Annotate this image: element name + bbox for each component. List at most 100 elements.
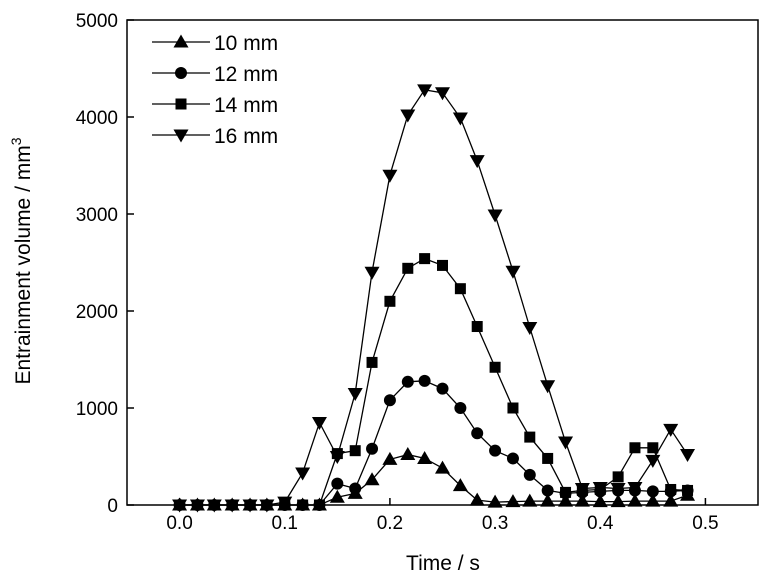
data-point-s2 — [383, 394, 396, 407]
y-tick-label: 5000 — [76, 11, 118, 32]
data-point-s2 — [541, 484, 554, 497]
data-point-s4 — [311, 417, 327, 431]
data-point-s4 — [469, 155, 485, 169]
data-point-s1 — [469, 492, 485, 506]
data-point-s3 — [402, 262, 414, 274]
data-point-s3 — [297, 499, 309, 511]
legend-marker — [173, 129, 189, 143]
series-line-4 — [179, 89, 689, 506]
data-point-s2 — [454, 402, 467, 414]
data-point-s3 — [313, 499, 325, 511]
plot-frame — [126, 19, 759, 506]
data-point-s4 — [610, 483, 626, 497]
data-point-s4 — [224, 499, 240, 513]
x-tick-label: 0.5 — [692, 513, 718, 534]
x-tick-label: 0.0 — [166, 513, 192, 534]
data-point-s3 — [682, 484, 694, 496]
data-point-s4 — [364, 266, 380, 280]
x-tick-label: 0.1 — [272, 513, 298, 534]
data-point-s4 — [505, 265, 521, 279]
data-point-s4 — [487, 209, 503, 223]
data-point-s2 — [471, 427, 484, 440]
y-tick-label: 4000 — [76, 108, 118, 129]
data-point-s3 — [384, 295, 396, 307]
data-point-s4 — [295, 467, 311, 481]
data-point-s4 — [172, 499, 188, 513]
y-tick-label: 0 — [107, 496, 118, 517]
data-point-s1 — [329, 489, 345, 503]
data-point-s3 — [665, 483, 677, 495]
data-point-s3 — [489, 361, 501, 373]
data-point-s1 — [522, 493, 538, 507]
data-point-s4 — [242, 499, 258, 513]
data-point-s1 — [435, 460, 450, 474]
y-axis-title-main: Entrainment volume / mm — [12, 145, 35, 384]
data-point-s2 — [418, 374, 431, 387]
data-point-s2 — [523, 468, 536, 481]
data-point-s3 — [507, 402, 519, 414]
axes — [126, 19, 759, 506]
data-point-s4 — [382, 169, 398, 183]
data-point-s4 — [627, 482, 643, 496]
data-point-s2 — [506, 452, 519, 465]
series-markers — [172, 84, 696, 513]
data-point-s3 — [437, 259, 448, 271]
x-tick-label: 0.3 — [482, 513, 508, 534]
data-point-s1 — [558, 493, 574, 507]
data-point-s1 — [663, 493, 679, 507]
y-tick-label: 3000 — [76, 205, 118, 226]
data-point-s4 — [347, 387, 363, 401]
x-tick-label: 0.2 — [377, 513, 403, 534]
x-tick-label: 0.4 — [587, 513, 614, 534]
data-point-s4 — [592, 482, 608, 496]
data-point-s3 — [524, 431, 536, 443]
data-point-s3 — [454, 283, 466, 295]
data-point-s3 — [471, 321, 483, 333]
data-point-s4 — [329, 451, 345, 464]
legend-label: 16 mm — [214, 125, 278, 148]
x-axis-title: Time / s — [406, 552, 480, 575]
y-axis-title: Entrainment volume / mm3 — [8, 137, 35, 384]
data-point-s3 — [366, 356, 378, 368]
legend: 10 mm 12 mm 14 mm 16 mm — [152, 32, 278, 148]
data-point-s3 — [419, 253, 431, 265]
data-point-s1 — [610, 494, 626, 508]
data-point-s2 — [401, 375, 414, 388]
data-point-s4 — [435, 87, 450, 101]
data-point-s4 — [259, 499, 275, 513]
data-point-s2 — [349, 482, 362, 495]
data-point-s4 — [663, 423, 679, 437]
data-point-s4 — [189, 499, 205, 513]
data-point-s1 — [364, 472, 380, 486]
data-point-s1 — [487, 494, 503, 508]
data-point-s4 — [574, 483, 590, 497]
y-tick-label: 2000 — [76, 302, 118, 323]
series-line-2 — [179, 380, 688, 506]
series-line-3 — [179, 257, 688, 506]
ticks: 0.0 0.1 0.2 0.3 0.4 0.5 0 1000 2000 3000 4000 5000 — [76, 11, 719, 534]
data-point-s1 — [382, 451, 398, 465]
data-point-s3 — [542, 452, 554, 464]
data-point-s1 — [574, 493, 590, 507]
data-point-s3 — [349, 445, 361, 457]
data-point-s2 — [646, 485, 659, 498]
data-point-s3 — [647, 442, 659, 454]
data-point-s3 — [560, 486, 572, 498]
data-point-s4 — [206, 499, 222, 513]
data-point-s1 — [540, 493, 556, 507]
data-point-s1 — [645, 493, 661, 507]
legend-label: 14 mm — [214, 94, 278, 117]
data-point-s2 — [436, 382, 449, 395]
data-point-s4 — [452, 112, 468, 126]
legend-marker — [175, 98, 187, 110]
data-point-s4 — [522, 321, 538, 335]
data-point-s1 — [417, 450, 433, 464]
data-point-s3 — [629, 442, 641, 454]
data-point-s4 — [417, 84, 433, 98]
data-point-s2 — [331, 477, 344, 490]
data-point-s4 — [680, 449, 696, 463]
legend-marker — [173, 34, 189, 48]
data-point-s4 — [540, 380, 556, 394]
data-point-s4 — [400, 109, 416, 123]
